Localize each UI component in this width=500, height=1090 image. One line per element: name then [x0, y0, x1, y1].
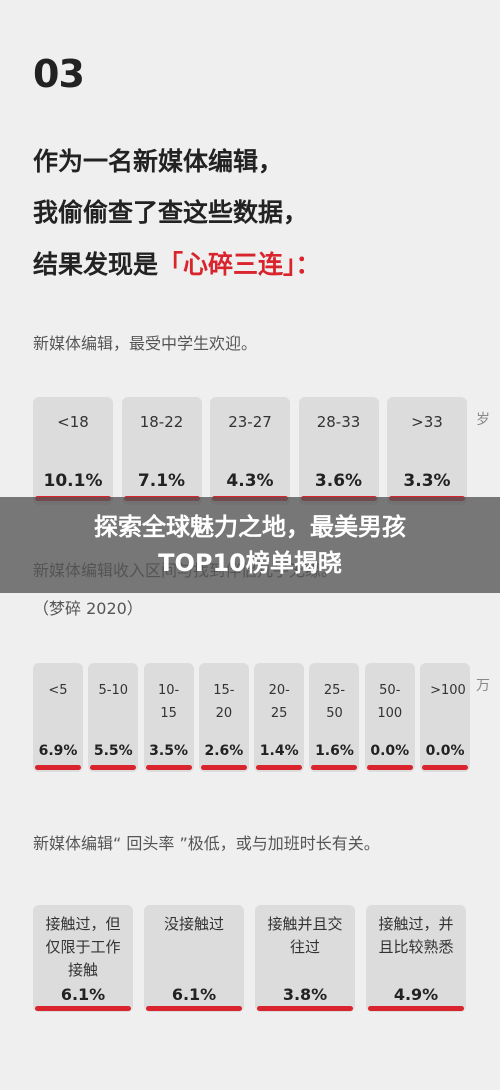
card-label: >100 [430, 683, 466, 698]
card-value: 10.1% [43, 471, 103, 491]
card-underline [35, 765, 81, 770]
card-value: 6.1% [171, 985, 217, 1004]
unit-label: 岁 [476, 412, 490, 428]
card-label: 20-25 [268, 683, 290, 721]
card-value: 1.6% [315, 743, 354, 759]
stat-card: 18-22 7.1% [121, 397, 202, 505]
stat-card: 28-33 3.6% [298, 397, 379, 505]
card-label: 接触并且交往过 [267, 915, 343, 956]
card-value: 4.3% [226, 471, 274, 491]
section-subtitle: 新媒体编辑，最受中学生欢迎。 [33, 334, 258, 353]
card-label: <18 [57, 413, 89, 431]
card-label: 接触过，并且比较熟悉 [378, 915, 454, 956]
card-label: 25-50 [323, 683, 346, 721]
card-value: 6.1% [60, 985, 106, 1004]
stat-card: <18 10.1% [33, 397, 113, 505]
stat-card: 50-100 0.0% [364, 663, 415, 772]
card-label: 23-27 [228, 413, 272, 431]
heading-highlight: 「心碎三连」： [158, 250, 321, 279]
card-underline [146, 1006, 242, 1011]
stat-card: 23-27 4.3% [210, 397, 290, 505]
section-number: 03 [33, 52, 85, 96]
card-underline [311, 765, 358, 770]
card-value: 3.3% [403, 471, 451, 491]
card-label: >33 [411, 413, 443, 431]
card-label: 50-100 [377, 683, 403, 721]
stat-card: 接触过，但仅限于工作接触 6.1% [33, 905, 133, 1012]
card-value: 6.9% [38, 743, 78, 759]
card-underline [200, 765, 247, 770]
stat-card: >33 3.3% [387, 397, 467, 505]
card-underline [35, 1006, 131, 1011]
heading-line: 作为一名新媒体编辑， [33, 147, 284, 176]
card-row: <5 6.9% 5-10 5.5% 10-15 3.5% 15-20 2.6% 20-25 1.4… [33, 663, 471, 772]
section-note: （梦碎 2020） [33, 599, 143, 618]
card-value: 1.4% [259, 743, 299, 759]
stat-card: 接触过，并且比较熟悉 4.9% [366, 905, 466, 1012]
card-value: 3.8% [282, 985, 328, 1004]
unit-label: 万 [476, 678, 490, 694]
banner-line: 探索全球魅力之地，最美男孩 [94, 513, 406, 541]
heading-line: 结果发现是「心碎三连」： [33, 245, 321, 281]
card-underline [256, 765, 303, 770]
card-underline [90, 765, 137, 770]
section-subtitle: 新媒体编辑“ 回头率 ”极低，或与加班时长有关。 [33, 834, 380, 853]
card-label: 28-33 [316, 413, 361, 431]
heading-text: 结果发现是 [33, 250, 159, 279]
stat-card: <5 6.9% [33, 663, 83, 772]
banner[interactable]: 探索全球魅力之地，最美男孩 TOP10榜单揭晓 [0, 497, 500, 593]
card-value: 5.5% [93, 743, 133, 759]
card-value: 0.0% [370, 743, 410, 759]
card-value: 4.9% [393, 985, 439, 1004]
card-label: 接触过，但仅限于工作接触 [45, 915, 121, 979]
stat-card: 5-10 5.5% [88, 663, 139, 772]
card-underline [257, 1006, 353, 1011]
card-label: 18-22 [139, 413, 184, 431]
card-label: <5 [48, 683, 68, 698]
card-label: 没接触过 [163, 915, 224, 933]
card-underline [422, 765, 469, 770]
card-underline [368, 1006, 464, 1011]
banner-line: TOP10榜单揭晓 [158, 549, 342, 577]
heading-line: 我偷偷查了查这些数据， [33, 198, 309, 227]
card-value: 7.1% [137, 471, 186, 491]
card-value: 3.6% [314, 471, 363, 491]
card-value: 3.5% [149, 743, 188, 759]
stat-card: >100 0.0% [420, 663, 471, 772]
stat-card: 接触并且交往过 3.8% [255, 905, 355, 1012]
card-row: 接触过，但仅限于工作接触 6.1% 没接触过 6.1% 接触并且交往过 3.8% 接触过，并… [33, 905, 466, 1012]
card-label: 15-20 [213, 683, 235, 721]
stat-card: 没接触过 6.1% [144, 905, 244, 1012]
card-row: <18 10.1% 18-22 7.1% 23-27 4.3% 28-33 3.6% >33 3.… [33, 397, 467, 505]
card-label: 5-10 [98, 683, 129, 698]
stat-card: 10-15 3.5% [143, 663, 194, 772]
card-underline [145, 765, 192, 770]
stat-card: 20-25 1.4% [254, 663, 305, 772]
card-label: 10-15 [157, 683, 180, 721]
stat-card: 25-50 1.6% [309, 663, 360, 772]
card-underline [366, 765, 413, 770]
card-value: 0.0% [425, 743, 465, 759]
card-value: 2.6% [204, 743, 244, 759]
stat-card: 15-20 2.6% [198, 663, 249, 772]
